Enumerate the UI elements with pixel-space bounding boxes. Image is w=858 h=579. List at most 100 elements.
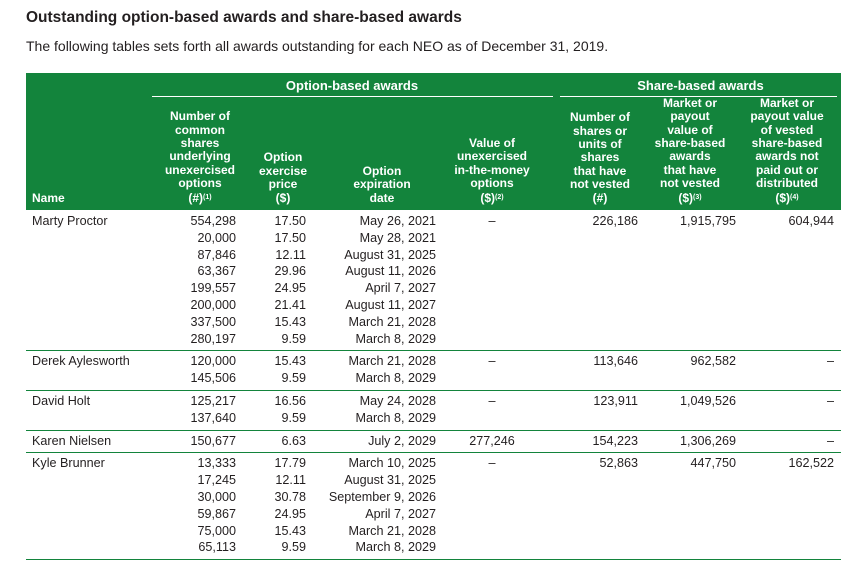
neo-name: Kyle Brunner: [32, 456, 105, 471]
vested-value-cell: –: [826, 433, 834, 448]
footnote-ref: (4): [790, 193, 799, 201]
expiration-date-cell: August 31, 2025: [344, 247, 436, 262]
num-options-cell: 554,298: [190, 214, 236, 228]
col-header-vested-value: Market or payout value of vested share-base…: [740, 95, 834, 205]
table-row: David Holt – 123,911 1,049,526 – 125,217 16.56…: [26, 391, 841, 431]
expiration-date-cell: August 31, 2025: [344, 473, 436, 488]
header-unit: ($)(3): [678, 190, 702, 205]
header-line: Market or: [662, 95, 718, 110]
value-unexercised-cell: –: [488, 354, 496, 369]
exercise-price-cell: 17.79: [274, 456, 306, 471]
exercise-price-cell: 21.41: [274, 297, 306, 312]
num-options-cell: 150,677: [190, 433, 236, 448]
num-options-cell: 125,217: [190, 393, 236, 408]
header-line: Option: [362, 163, 402, 178]
header-line: date: [369, 190, 395, 205]
num-shares-cell: 113,646: [593, 354, 638, 369]
num-options-cell: 199,557: [190, 281, 236, 296]
vested-value-cell: 162,522: [788, 456, 834, 471]
header-line: distributed: [756, 176, 818, 191]
header-line: not vested: [569, 177, 630, 192]
value-unexercised-cell: 277,246: [469, 433, 515, 448]
num-options-cell: 17,245: [197, 473, 236, 488]
expiration-date-cell: March 8, 2029: [355, 331, 436, 346]
expiration-date-cell: May 26, 2021: [359, 214, 436, 228]
col-header-exercise-price: Option exercise price ($): [248, 150, 318, 205]
table-row: Marty Proctor – 226,186 1,915,795 604,944 554…: [26, 211, 841, 352]
exercise-price-cell: 9.59: [281, 371, 306, 386]
value-unexercised-cell: –: [488, 456, 496, 471]
header-line: Market or: [759, 95, 815, 110]
header-line: payout: [670, 109, 710, 124]
option-line: 280,197 9.59 March 8, 2029: [26, 332, 841, 349]
expiration-date-cell: April 7, 2027: [365, 506, 436, 521]
col-header-num-options: Number of common shares underlying unexercis…: [154, 109, 246, 205]
exercise-price-cell: 24.95: [274, 281, 306, 296]
num-options-cell: 337,500: [190, 314, 236, 329]
num-shares-cell: 154,223: [592, 433, 638, 448]
header-line: that have: [573, 163, 627, 178]
col-header-expiration-date: Option expiration date: [330, 163, 434, 205]
exercise-price-cell: 9.59: [281, 410, 306, 425]
exercise-price-cell: 6.63: [281, 433, 306, 448]
header-unit: ($)(4): [775, 190, 799, 205]
table-row: Kyle Brunner – 52,863 447,750 162,522 13,333 1…: [26, 453, 841, 561]
table-row: Karen Nielsen 277,246 154,223 1,306,269 – 150…: [26, 431, 841, 454]
exercise-price-cell: 9.59: [281, 540, 306, 555]
exercise-price-cell: 9.59: [281, 331, 306, 346]
option-line: 63,367 29.96 August 11, 2026: [26, 264, 841, 281]
header-line: payout value: [750, 109, 824, 124]
expiration-date-cell: April 7, 2027: [365, 281, 436, 296]
market-value-cell: 1,049,526: [679, 393, 736, 408]
value-unexercised-cell: –: [488, 214, 496, 228]
option-line: 199,557 24.95 April 7, 2027: [26, 281, 841, 298]
expiration-date-cell: May 24, 2028: [359, 393, 436, 408]
footnote-ref: (3): [693, 193, 702, 201]
option-line: Marty Proctor – 226,186 1,915,795 604,944 554…: [26, 214, 841, 231]
header-line: that have: [663, 162, 717, 177]
header-line: options: [178, 176, 222, 191]
header-line: in-the-money: [454, 162, 530, 177]
num-options-cell: 87,846: [197, 247, 236, 262]
expiration-date-cell: March 8, 2029: [355, 410, 436, 425]
num-shares-cell: 123,911: [593, 393, 638, 408]
num-options-cell: 200,000: [190, 297, 236, 312]
exercise-price-cell: 15.43: [274, 314, 306, 329]
num-options-cell: 65,113: [198, 540, 236, 555]
header-line: expiration: [353, 177, 411, 192]
section-subtitle: The following tables sets forth all awar…: [26, 38, 609, 54]
num-options-cell: 13,333: [197, 456, 236, 471]
option-line: 137,640 9.59 March 8, 2029: [26, 411, 841, 428]
table-body: Marty Proctor – 226,186 1,915,795 604,944 554…: [26, 211, 841, 561]
header-line: Option: [263, 150, 303, 165]
option-line: 200,000 21.41 August 11, 2027: [26, 298, 841, 315]
option-line: Kyle Brunner – 52,863 447,750 162,522 13,333 1…: [26, 456, 841, 473]
col-header-num-shares: Number of shares or units of shares that hav…: [560, 110, 640, 205]
header-line: of vested: [760, 122, 814, 137]
col-header-value-unexercised: Value of unexercised in-the-money options ($…: [442, 136, 542, 205]
exercise-price-cell: 30.78: [274, 489, 306, 504]
expiration-date-cell: July 2, 2029: [368, 433, 436, 448]
col-header-name: Name: [32, 191, 65, 205]
header-line: unexercised: [164, 162, 236, 177]
header-line: underlying: [169, 149, 231, 164]
vested-value-cell: 604,944: [788, 214, 834, 228]
num-shares-cell: 226,186: [592, 214, 638, 228]
neo-name: Marty Proctor: [32, 214, 108, 228]
header-line: awards: [669, 149, 711, 164]
expiration-date-cell: May 28, 2021: [359, 230, 436, 245]
option-line: David Holt – 123,911 1,049,526 – 125,217 16.56…: [26, 394, 841, 411]
expiration-date-cell: September 9, 2026: [328, 489, 436, 504]
expiration-date-cell: March 10, 2025: [348, 456, 436, 471]
num-options-cell: 280,197: [190, 331, 236, 346]
expiration-date-cell: March 8, 2029: [355, 540, 436, 555]
expiration-date-cell: March 21, 2028: [348, 523, 436, 538]
header-line: common: [174, 122, 225, 137]
num-options-cell: 59,867: [197, 506, 236, 521]
header-line: units of: [578, 136, 622, 151]
expiration-date-cell: August 11, 2027: [345, 297, 436, 312]
market-value-cell: 962,582: [690, 354, 736, 369]
num-options-cell: 75,000: [197, 523, 236, 538]
header-line: share-based: [654, 135, 726, 150]
header-line: options: [470, 176, 514, 191]
